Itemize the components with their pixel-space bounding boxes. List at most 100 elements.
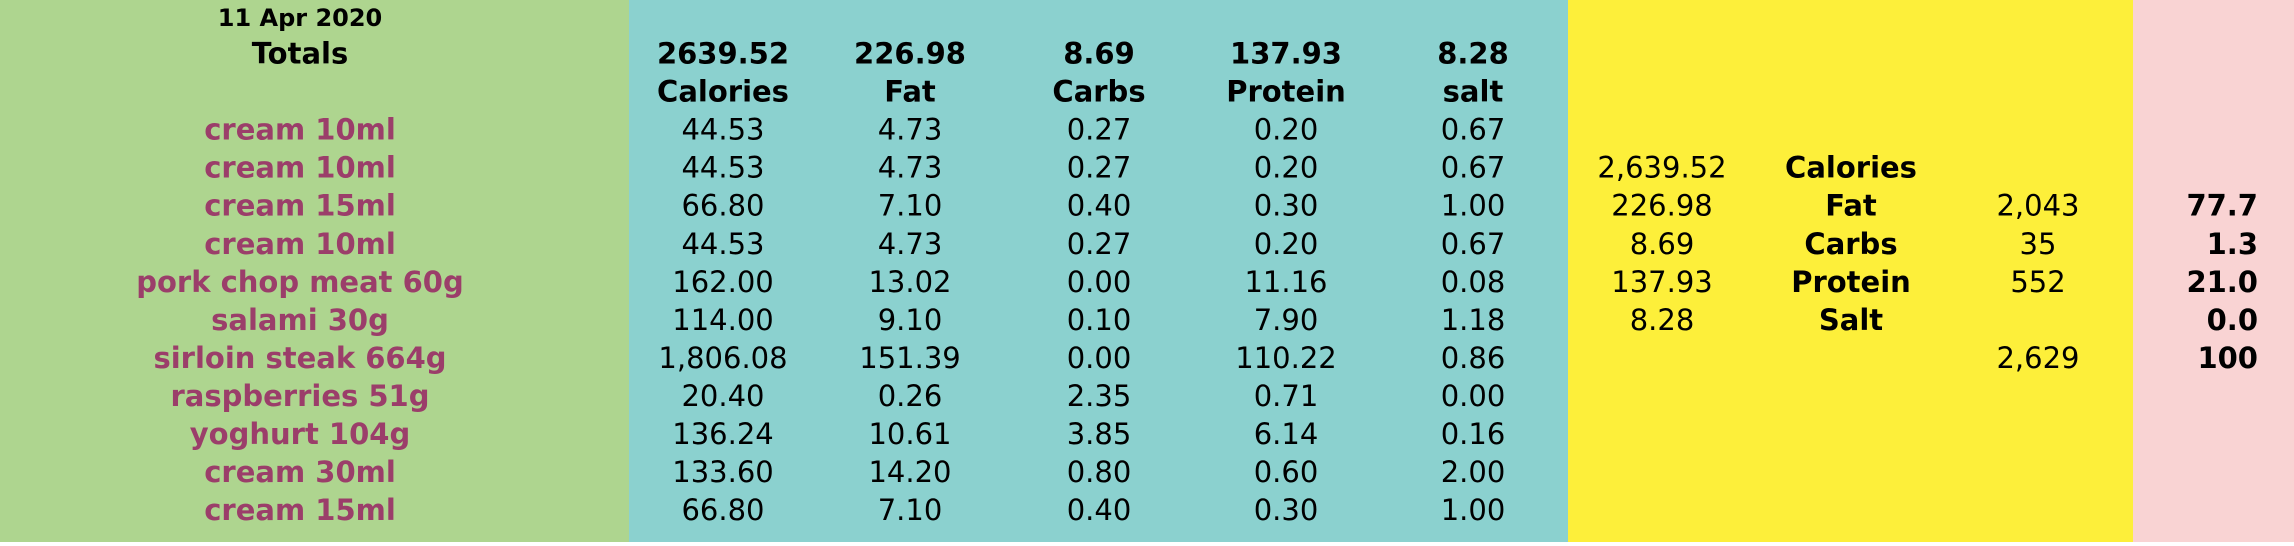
food-name: cream 15ml — [204, 493, 396, 527]
food-name: sirloin steak 664g — [153, 341, 446, 375]
nutrient-value: 0.20 — [1254, 151, 1319, 185]
nutrient-value: 0.20 — [1254, 227, 1319, 261]
nutrient-value: 11.16 — [1244, 265, 1327, 299]
nutrient-value: 0.40 — [1067, 493, 1132, 527]
percent-value: 0.0 — [2207, 303, 2258, 337]
food-name: pork chop meat 60g — [136, 265, 464, 299]
summary-value: 2,639.52 — [1597, 151, 1726, 185]
food-panel — [0, 0, 629, 542]
nutrient-value: 162.00 — [672, 265, 773, 299]
food-name: yoghurt 104g — [190, 417, 410, 451]
food-name: cream 30ml — [204, 455, 396, 489]
column-header: salt — [1443, 75, 1504, 109]
nutrient-value: 110.22 — [1235, 341, 1336, 375]
nutrient-value: 0.80 — [1067, 455, 1132, 489]
nutrient-value: 1.00 — [1441, 493, 1506, 527]
nutrient-value: 0.26 — [878, 379, 943, 413]
nutrient-value: 0.27 — [1067, 113, 1132, 147]
nutrient-value: 14.20 — [868, 455, 951, 489]
nutrient-value: 10.61 — [868, 417, 951, 451]
column-header: Fat — [884, 75, 936, 109]
nutrient-value: 44.53 — [681, 113, 764, 147]
percent-value: 1.3 — [2207, 227, 2258, 261]
nutrient-value: 66.80 — [681, 493, 764, 527]
percent-value: 77.7 — [2186, 189, 2258, 223]
nutrient-value: 66.80 — [681, 189, 764, 223]
nutrient-value: 0.10 — [1067, 303, 1132, 337]
column-header: Protein — [1226, 75, 1346, 109]
nutrient-value: 4.73 — [878, 227, 943, 261]
nutrient-value: 9.10 — [878, 303, 943, 337]
nutrient-value: 0.40 — [1067, 189, 1132, 223]
nutrient-value: 0.08 — [1441, 265, 1506, 299]
nutrient-value: 136.24 — [672, 417, 773, 451]
nutrient-value: 1.18 — [1441, 303, 1506, 337]
nutrient-value: 0.71 — [1254, 379, 1319, 413]
nutrient-value: 0.00 — [1067, 341, 1132, 375]
summary-label: Calories — [1785, 151, 1917, 185]
summary-value: 137.93 — [1611, 265, 1712, 299]
nutrient-value: 114.00 — [672, 303, 773, 337]
nutrient-value: 0.67 — [1441, 151, 1506, 185]
nutrient-value: 2.35 — [1067, 379, 1132, 413]
summary-label: Carbs — [1804, 227, 1897, 261]
summary-label: Protein — [1791, 265, 1911, 299]
nutrient-value: 0.67 — [1441, 227, 1506, 261]
totals-label: Totals — [252, 37, 349, 71]
nutrient-value: 1.00 — [1441, 189, 1506, 223]
nutrient-value: 13.02 — [868, 265, 951, 299]
summary-panel — [1568, 0, 2133, 542]
column-total: 8.69 — [1063, 37, 1135, 71]
nutrient-value: 20.40 — [681, 379, 764, 413]
food-name: cream 10ml — [204, 113, 396, 147]
column-header: Calories — [657, 75, 789, 109]
food-name: raspberries 51g — [170, 379, 429, 413]
food-name: salami 30g — [211, 303, 389, 337]
food-name: cream 10ml — [204, 151, 396, 185]
nutrient-value: 0.30 — [1254, 493, 1319, 527]
nutrient-value: 0.27 — [1067, 151, 1132, 185]
nutrient-panel — [629, 0, 1568, 542]
nutrient-value: 4.73 — [878, 151, 943, 185]
column-total: 8.28 — [1437, 37, 1509, 71]
nutrient-value: 0.60 — [1254, 455, 1319, 489]
summary-value: 8.69 — [1630, 227, 1695, 261]
energy-value: 552 — [2010, 265, 2065, 299]
column-total: 2639.52 — [657, 37, 789, 71]
energy-value: 2,043 — [1996, 189, 2079, 223]
nutrient-value: 3.85 — [1067, 417, 1132, 451]
column-total: 226.98 — [854, 37, 966, 71]
summary-label: Salt — [1819, 303, 1883, 337]
column-header: Carbs — [1052, 75, 1145, 109]
nutrient-value: 133.60 — [672, 455, 773, 489]
nutrient-value: 44.53 — [681, 227, 764, 261]
nutrient-value: 0.16 — [1441, 417, 1506, 451]
summary-label: Fat — [1825, 189, 1877, 223]
summary-value: 8.28 — [1630, 303, 1695, 337]
nutrient-value: 0.00 — [1067, 265, 1132, 299]
nutrient-value: 7.10 — [878, 493, 943, 527]
nutrient-value: 0.67 — [1441, 113, 1506, 147]
energy-value: 2,629 — [1996, 341, 2079, 375]
nutrient-value: 6.14 — [1254, 417, 1319, 451]
date: 11 Apr 2020 — [218, 4, 383, 32]
nutrient-value: 1,806.08 — [658, 341, 787, 375]
nutrient-value: 0.20 — [1254, 113, 1319, 147]
nutrient-value: 0.27 — [1067, 227, 1132, 261]
nutrient-value: 7.10 — [878, 189, 943, 223]
nutrient-value: 0.30 — [1254, 189, 1319, 223]
percent-value: 21.0 — [2186, 265, 2258, 299]
nutrient-value: 4.73 — [878, 113, 943, 147]
food-name: cream 10ml — [204, 227, 396, 261]
nutrient-value: 0.00 — [1441, 379, 1506, 413]
energy-value: 35 — [2020, 227, 2057, 261]
percent-panel — [2133, 0, 2294, 542]
nutrient-value: 2.00 — [1441, 455, 1506, 489]
nutrient-value: 151.39 — [859, 341, 960, 375]
nutrient-value: 7.90 — [1254, 303, 1319, 337]
food-name: cream 15ml — [204, 189, 396, 223]
column-total: 137.93 — [1230, 37, 1342, 71]
nutrient-value: 44.53 — [681, 151, 764, 185]
